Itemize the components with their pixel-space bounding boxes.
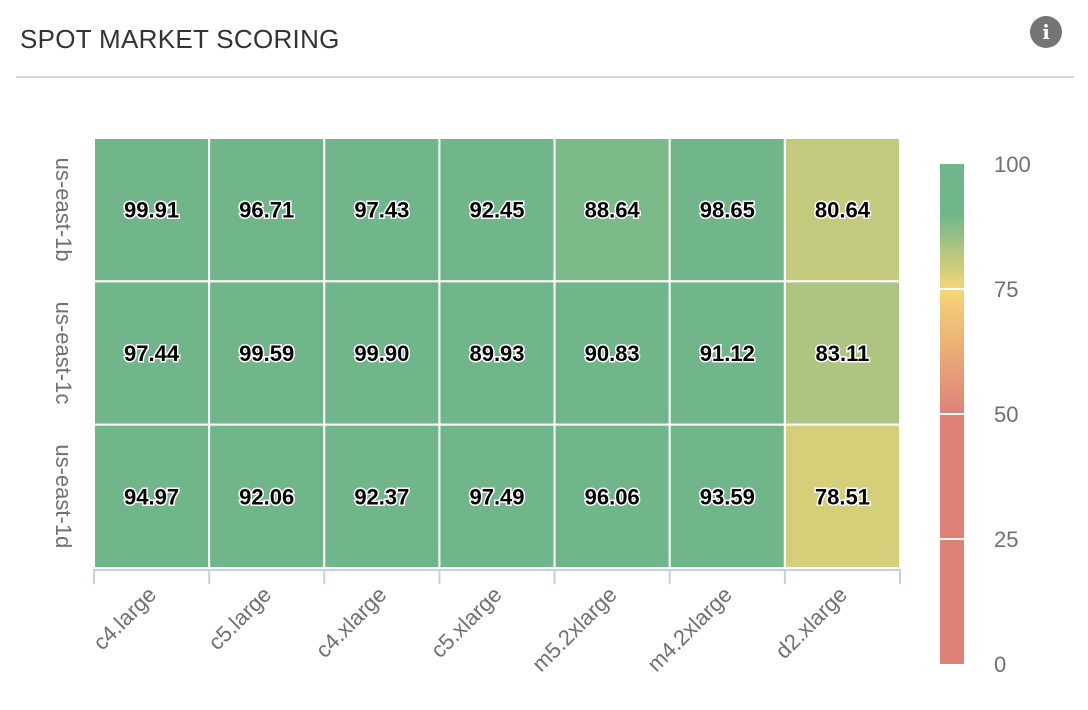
y-axis-label: us-east-1c [51, 302, 76, 405]
heatmap-cell[interactable] [553, 423, 671, 569]
cell-value-label: 92.37 [354, 484, 409, 509]
panel-header: SPOT MARKET SCORING i [0, 0, 1088, 78]
x-axis-label: m4.2xlarge [642, 582, 737, 677]
cell-value-label: 78.51 [815, 484, 870, 509]
cell-value-label: 99.91 [124, 198, 179, 223]
cell-value-label: 96.06 [585, 484, 640, 509]
header-divider [16, 76, 1074, 78]
x-axis-label: c4.xlarge [311, 582, 392, 663]
cell-value-label: 94.97 [124, 484, 179, 509]
heatmap-cell[interactable] [323, 423, 441, 569]
legend-tick-label: 75 [994, 277, 1018, 302]
heatmap-cells [93, 137, 901, 569]
heatmap-cell[interactable] [323, 137, 441, 283]
cell-value-label: 90.83 [585, 341, 640, 366]
heatmap-cell[interactable] [93, 280, 211, 426]
heatmap-cell[interactable] [553, 137, 671, 283]
legend-tick-label: 0 [994, 652, 1006, 677]
info-icon[interactable]: i [1030, 16, 1062, 48]
x-axis-label: c4.large [88, 582, 161, 655]
cell-value-label: 99.59 [239, 341, 294, 366]
page-title: SPOT MARKET SCORING [20, 24, 340, 54]
legend-tick-label: 50 [994, 402, 1018, 427]
x-axis-label: c5.large [203, 582, 276, 655]
x-axis: c4.large c5.large c4.xlarge c5.xlarge m5.2xl… [88, 569, 901, 677]
heatmap-cell[interactable] [668, 137, 786, 283]
y-axis-label: us-east-1b [51, 158, 76, 262]
cell-value-label: 89.93 [469, 341, 524, 366]
heatmap-cell[interactable] [783, 137, 901, 283]
heatmap-cell[interactable] [438, 280, 556, 426]
heatmap-cell[interactable] [553, 280, 671, 426]
y-axis: us-east-1b us-east-1c us-east-1d [51, 158, 76, 549]
x-axis-label: d2.xlarge [770, 582, 852, 664]
cell-value-label: 92.06 [239, 484, 294, 509]
cell-value-label: 93.59 [700, 484, 755, 509]
heatmap-cell[interactable] [208, 137, 326, 283]
cell-value-label: 91.12 [700, 341, 755, 366]
heatmap-cell-labels: 99.91 96.71 97.43 92.45 88.64 98.65 80.64 97.44… [123, 196, 873, 511]
heatmap-cell[interactable] [438, 423, 556, 569]
heatmap-cell[interactable] [208, 423, 326, 569]
color-legend: 0 25 50 75 100 [940, 152, 1031, 677]
y-axis-label: us-east-1d [51, 444, 76, 548]
heatmap-cell[interactable] [93, 423, 211, 569]
x-axis-label: c5.xlarge [426, 582, 507, 663]
heatmap-cell[interactable] [668, 423, 786, 569]
heatmap-cell[interactable] [783, 423, 901, 569]
cell-value-label: 98.65 [700, 198, 755, 223]
cell-value-label: 97.44 [124, 341, 180, 366]
cell-value-label: 92.45 [469, 198, 524, 223]
cell-value-label: 96.71 [239, 198, 294, 223]
heatmap-cell[interactable] [783, 280, 901, 426]
cell-value-label: 99.90 [354, 341, 409, 366]
legend-tick-label: 100 [994, 152, 1031, 177]
x-axis-label: m5.2xlarge [527, 582, 622, 677]
cell-value-label: 97.43 [354, 198, 409, 223]
cell-value-label: 88.64 [585, 198, 641, 223]
cell-value-label: 80.64 [815, 198, 871, 223]
cell-value-label: 97.49 [469, 484, 524, 509]
heatmap-cell[interactable] [323, 280, 441, 426]
heatmap-cell[interactable] [668, 280, 786, 426]
legend-tick-label: 25 [994, 527, 1018, 552]
cell-value-label: 83.11 [816, 341, 870, 366]
